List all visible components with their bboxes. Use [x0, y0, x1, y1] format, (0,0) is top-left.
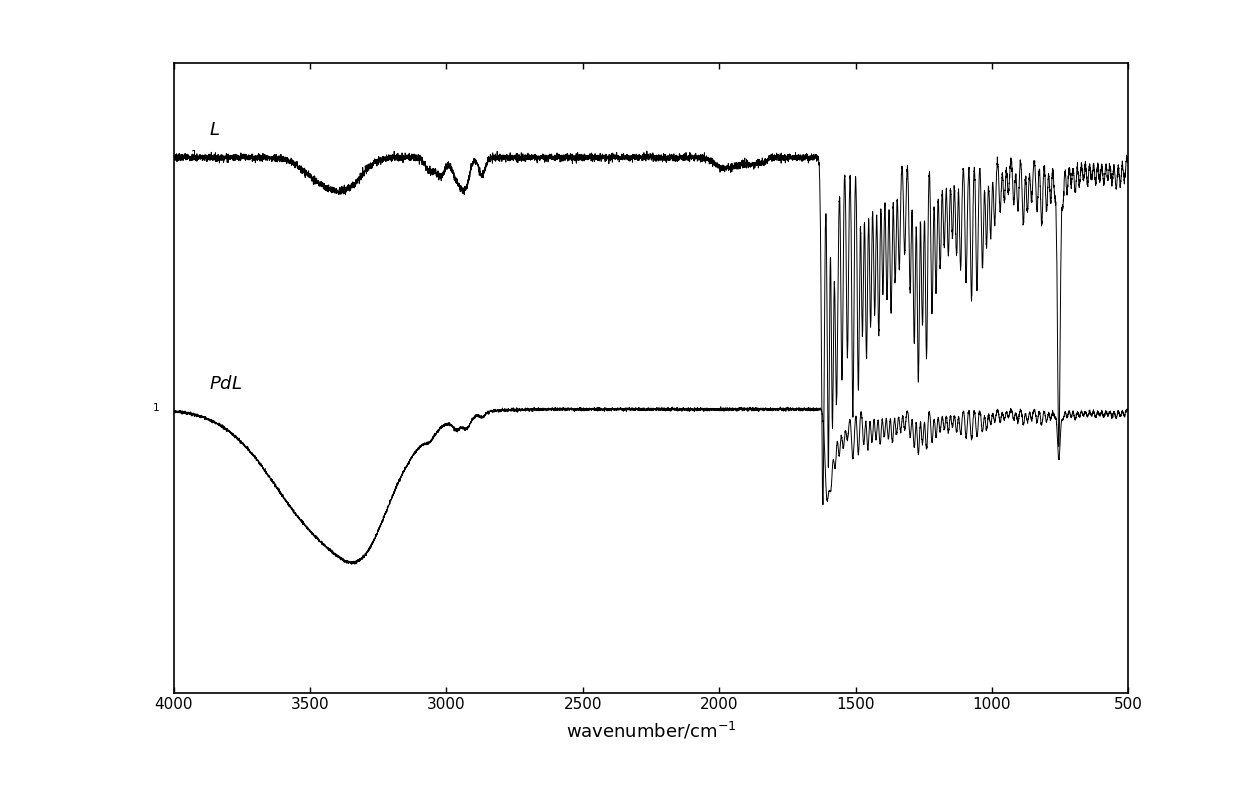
Text: $_1$: $_1$	[190, 146, 198, 161]
Text: $_1$: $_1$	[151, 399, 160, 414]
Text: $L$: $L$	[210, 120, 219, 139]
X-axis label: wavenumber/cm$^{-1}$: wavenumber/cm$^{-1}$	[565, 721, 737, 742]
Text: $PdL$: $PdL$	[210, 375, 242, 394]
